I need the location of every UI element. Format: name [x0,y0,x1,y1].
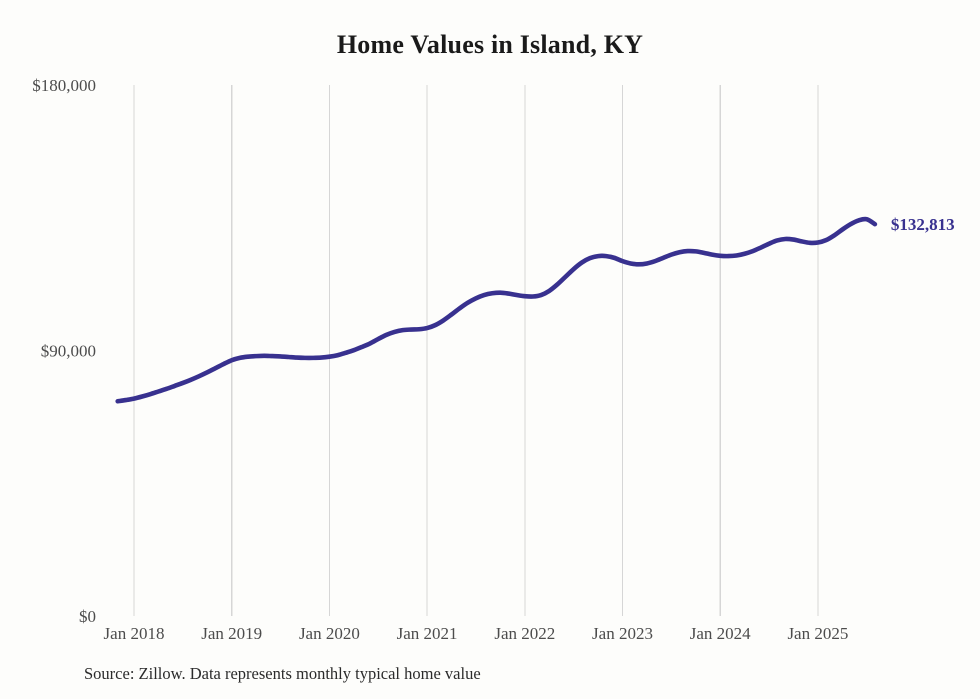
end-value-label: $132,813 [891,215,955,234]
x-tick-label: Jan 2021 [397,624,458,643]
series-group [115,216,878,404]
y-tick-label: $90,000 [41,342,96,361]
x-tick-label: Jan 2019 [201,624,262,643]
gridlines-group [133,85,819,616]
x-tick-label: Jan 2022 [494,624,555,643]
x-axis-tick-labels: Jan 2018 Jan 2019 Jan 2020 Jan 2021 Jan 2022… [104,624,849,643]
x-tick-label: Jan 2025 [787,624,848,643]
y-axis-tick-labels: $0 $90,000 $180,000 [32,76,96,626]
y-tick-label: $180,000 [32,76,96,95]
series-line [115,216,878,404]
x-tick-label: Jan 2024 [690,624,751,643]
y-tick-label: $0 [79,607,96,626]
source-note: Source: Zillow. Data represents monthly … [84,664,481,683]
chart-title: Home Values in Island, KY [336,30,644,59]
x-tick-label: Jan 2023 [592,624,653,643]
x-tick-label: Jan 2018 [104,624,165,643]
x-tick-label: Jan 2020 [299,624,360,643]
